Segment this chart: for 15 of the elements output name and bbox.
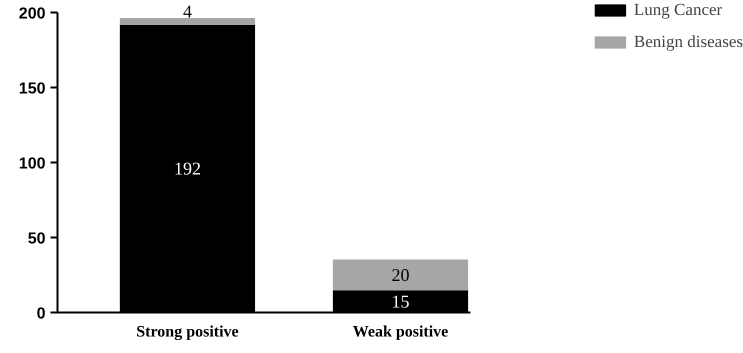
legend-label: Benign diseases [634, 32, 743, 52]
y-tick-label: 50 [28, 230, 46, 248]
y-tick-label: 0 [36, 306, 46, 322]
y-tick-label: 100 [18, 156, 46, 172]
y-tick-label: 150 [18, 80, 46, 98]
x-tick-label: Strong positive [136, 324, 239, 340]
data-label: 20 [392, 265, 410, 285]
x-tick-label: Weak positive [352, 324, 448, 340]
data-label: 192 [174, 158, 201, 178]
data-label: 4 [182, 2, 192, 22]
data-label: 15 [392, 291, 410, 312]
bar [332, 260, 468, 290]
y-tick-label: 200 [18, 6, 46, 22]
legend-label: Lung Cancer [634, 0, 722, 20]
bar [120, 18, 256, 25]
